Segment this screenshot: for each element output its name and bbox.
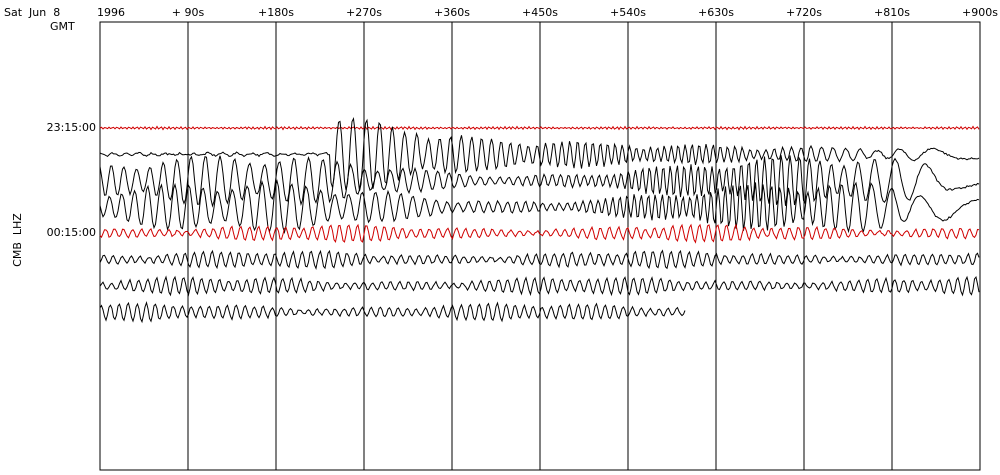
waveform — [99, 300, 686, 324]
y-label: 23:15:00 — [47, 121, 96, 134]
station-label: CMB LHZ — [11, 213, 24, 267]
timezone: GMT — [50, 20, 75, 33]
x-tick-label: +450s — [522, 6, 558, 19]
waveform — [99, 249, 980, 271]
x-tick-label: + 90s — [172, 6, 205, 19]
x-tick-label: +900s — [962, 6, 998, 19]
x-tick-label: +270s — [346, 6, 382, 19]
waveform — [99, 179, 980, 235]
waveform — [99, 223, 980, 244]
x-tick-label: +810s — [874, 6, 910, 19]
date: Sat Jun 8 — [4, 6, 60, 19]
waveform — [99, 117, 980, 192]
x-tick-label: +540s — [610, 6, 646, 19]
waveform — [99, 125, 980, 131]
waveform — [99, 275, 980, 297]
x-tick-label: +720s — [786, 6, 822, 19]
x-tick-label: +360s — [434, 6, 470, 19]
waveform — [99, 155, 980, 208]
y-label: 00:15:00 — [47, 226, 96, 239]
x-tick-label: +180s — [258, 6, 294, 19]
year: 1996 — [97, 6, 125, 19]
x-tick-label: +630s — [698, 6, 734, 19]
